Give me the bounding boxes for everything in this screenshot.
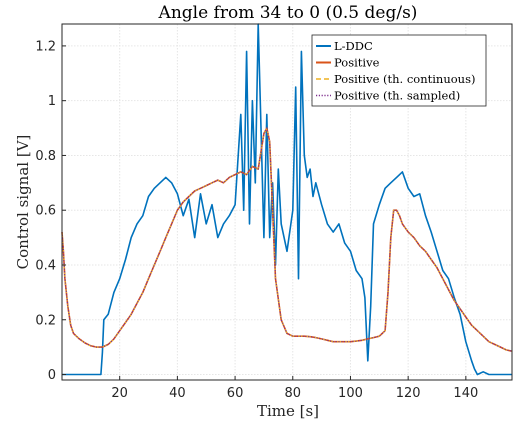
y-tick-label: 0.4 — [35, 258, 56, 273]
x-tick-label: 100 — [338, 386, 363, 401]
x-tick-label: 60 — [227, 386, 244, 401]
x-tick-label: 140 — [453, 386, 478, 401]
y-tick-label: 0.8 — [35, 149, 56, 164]
legend-label: Positive — [334, 56, 380, 70]
x-axis-label: Time [s] — [257, 402, 319, 420]
y-tick-label: 0 — [48, 368, 56, 383]
y-axis-label: Control signal [V] — [14, 135, 32, 270]
y-tick-label: 0.2 — [35, 313, 56, 328]
y-tick-label: 1 — [48, 94, 56, 109]
x-axis: 20 40 60 80 100 120 140 — [111, 376, 478, 401]
legend-box — [311, 34, 487, 107]
series-line-2 — [61, 127, 513, 352]
y-tick-label: 0.6 — [35, 204, 56, 219]
x-tick-label: 40 — [169, 386, 186, 401]
series-line-3 — [61, 127, 513, 352]
legend-label: L-DDC — [334, 39, 373, 53]
x-tick-label: 20 — [111, 386, 128, 401]
legend-label: Positive (th. sampled) — [334, 89, 460, 103]
legend-label: Positive (th. continuous) — [334, 72, 475, 86]
legend: L-DDC Positive Positive (th. continuous) Po… — [311, 34, 487, 107]
y-tick-label: 1.2 — [35, 39, 56, 54]
x-tick-label: 120 — [396, 386, 421, 401]
x-tick-label: 80 — [284, 386, 301, 401]
series-line-0 — [62, 23, 512, 376]
axes-box — [61, 23, 513, 381]
y-axis: 0 0.2 0.4 0.6 0.8 1 1.2 — [35, 39, 66, 383]
chart-title: Angle from 34 to 0 (0.5 deg/s) — [158, 3, 418, 23]
plot-area — [61, 23, 513, 376]
